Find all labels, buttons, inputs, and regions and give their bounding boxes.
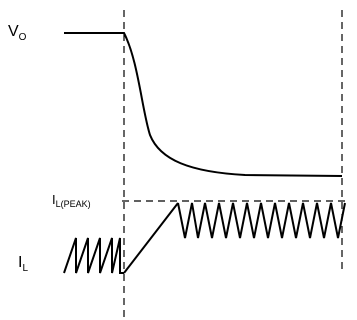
inductor-current-label: IL	[18, 254, 29, 274]
output-voltage-waveform	[64, 32, 343, 177]
peak-current-label-sub: L(PEAK)	[55, 199, 91, 209]
inductor-current-label-sub: L	[22, 263, 29, 274]
inductor-current-ripple-peak	[177, 202, 346, 239]
output-voltage-label-sub: O	[18, 32, 27, 43]
output-voltage-label-main: V	[8, 23, 19, 40]
inductor-current-ramp	[123, 202, 179, 274]
output-voltage-label: VO	[8, 23, 27, 43]
peak-current-label-main: I	[52, 192, 56, 207]
inductor-current-label-main: I	[18, 254, 23, 271]
peak-current-label: IL(PEAK)	[52, 192, 91, 209]
inductor-current-ripple-before	[63, 237, 124, 274]
